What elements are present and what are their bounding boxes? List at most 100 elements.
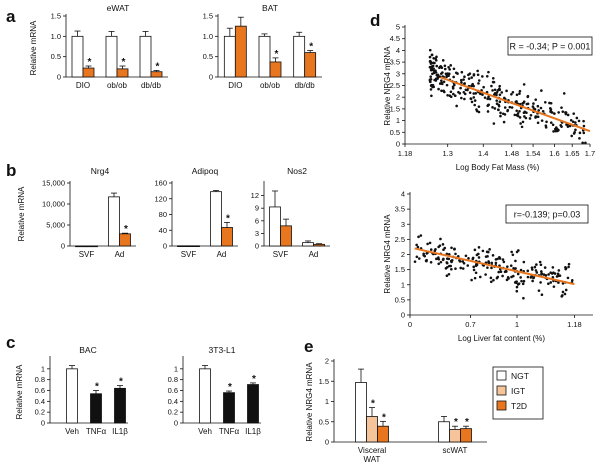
scatter-points: [413, 234, 574, 300]
bar: [304, 52, 317, 78]
scatter-point: [548, 101, 551, 105]
scatter-point: [512, 274, 515, 278]
y-tick-label: 0: [255, 242, 259, 251]
bar: [82, 67, 95, 78]
x-category-label: SVF: [79, 250, 95, 259]
x-category-label: IL1β: [245, 427, 261, 436]
panel-letter: d: [370, 11, 380, 30]
scatter-point: [522, 111, 526, 115]
scatter-point: [453, 83, 456, 87]
bar: [210, 191, 222, 247]
significance-star: *: [156, 61, 160, 72]
y-tick-label: 1: [396, 116, 400, 125]
scatter-point: [529, 113, 533, 117]
scatter-point: [440, 79, 443, 82]
scatter-point: [510, 250, 513, 254]
scatter-point: [438, 66, 441, 70]
bar: [199, 368, 211, 424]
scatter-point: [550, 111, 554, 114]
scatter-point: [433, 61, 436, 65]
y-tick-label: 0.5: [395, 295, 405, 304]
scatter-point: [570, 278, 574, 282]
scatter-point: [425, 258, 428, 262]
scatter-point: [552, 130, 555, 133]
x-category-label: WAT: [364, 455, 381, 464]
scatter-point: [459, 86, 462, 90]
x-category-label: Ad: [217, 250, 227, 259]
scatter-point: [477, 252, 480, 256]
scatter-point: [536, 104, 540, 108]
scatter-point: [514, 281, 518, 285]
scatter-point: [467, 77, 471, 80]
scatter-point: [486, 103, 490, 107]
scatter-point: [460, 96, 463, 100]
scatter-point: [493, 107, 497, 110]
scatter-point: [437, 87, 440, 91]
bar: [116, 68, 129, 78]
x-tick-label: 1.54: [526, 149, 541, 158]
scatter-point: [484, 273, 487, 276]
scatter-point: [474, 271, 478, 275]
scatter-point: [528, 117, 532, 120]
scatter-point: [567, 265, 570, 269]
scatter-point: [473, 103, 477, 107]
scatter-point: [520, 125, 524, 129]
bar: [234, 25, 247, 78]
significance-star: *: [122, 57, 126, 68]
scatter-point: [508, 105, 512, 109]
scatter-point: [556, 272, 560, 276]
significance-star: *: [465, 417, 469, 428]
scatter-point: [437, 257, 441, 261]
scatter-point: [432, 57, 435, 60]
scatter-point: [492, 122, 496, 125]
scatter-point: [557, 281, 560, 284]
y-tick-label: 1.5: [51, 12, 61, 21]
y-tick-label: 0.8: [35, 375, 45, 384]
y-tick-label: 0.6: [168, 386, 178, 395]
bar: [355, 382, 367, 443]
scatter-point: [442, 257, 445, 261]
scatter-point: [441, 243, 445, 246]
scatter-point: [472, 96, 476, 99]
scatter-point: [428, 79, 432, 83]
scatter-point: [497, 270, 501, 274]
scatter-point: [495, 91, 499, 94]
scatter-point: [429, 75, 433, 78]
scatter-point: [435, 257, 438, 261]
scatter-point: [503, 113, 507, 116]
scatter-point: [434, 59, 438, 62]
scatter-point: [536, 121, 540, 125]
x-tick-label: 1.3: [442, 149, 452, 158]
scatter-point: [473, 276, 477, 280]
scatter-point: [477, 82, 480, 85]
scatter-point: [476, 69, 479, 73]
bar: [460, 428, 472, 443]
y-tick-label: 0.5: [390, 128, 400, 137]
significance-star: *: [228, 382, 232, 393]
scatter-point: [551, 266, 555, 269]
scatter-point: [470, 100, 474, 104]
x-tick-label: 0: [408, 320, 412, 329]
scatter-point: [453, 94, 457, 98]
scatter-point: [472, 92, 475, 95]
scatter-point: [466, 264, 470, 267]
scatter-point: [413, 260, 417, 263]
scatter-point: [416, 245, 420, 249]
chart-title: 3T3-L1: [209, 345, 236, 355]
scatter-point: [439, 260, 443, 264]
scatter-point: [451, 85, 455, 89]
scatter-point: [472, 73, 476, 76]
legend-label: IGT: [511, 386, 525, 396]
scatter-point: [549, 108, 553, 111]
x-category-label: Veh: [65, 427, 79, 436]
significance-star: *: [275, 49, 279, 60]
scatter-point: [564, 112, 568, 116]
scatter-point: [537, 109, 541, 112]
scatter-point: [522, 279, 526, 283]
scatter-point: [460, 81, 463, 84]
scatter-point: [569, 118, 573, 122]
y-tick-label: 2.5: [395, 235, 405, 244]
scatter-point: [477, 79, 481, 82]
scatter-point: [496, 275, 500, 279]
scatter-point: [495, 99, 499, 102]
